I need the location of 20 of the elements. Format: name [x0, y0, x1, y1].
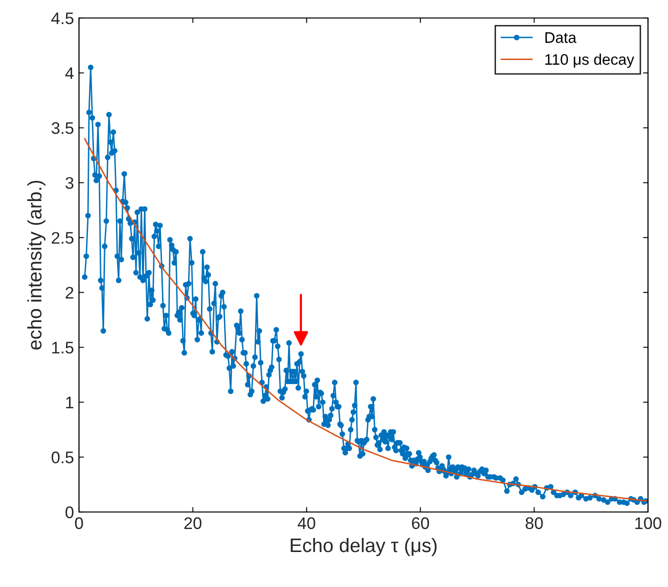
- x-tick-label: 20: [184, 517, 202, 530]
- x-tick-label: 100: [635, 517, 662, 530]
- y-tick-label: 2: [66, 286, 74, 298]
- x-tick-label: 40: [298, 517, 316, 530]
- y-tick-label: 3: [66, 177, 74, 189]
- x-tick-label: 0: [75, 517, 83, 530]
- y-tick-label: 1.5: [52, 342, 74, 354]
- x-tick-label: 60: [412, 517, 430, 530]
- y-tick-label: 0: [66, 506, 74, 518]
- y-axis-title: echo intensity (arb.): [27, 180, 46, 350]
- y-tick-label: 1: [66, 396, 74, 408]
- y-tick-label: 3.5: [52, 122, 74, 134]
- x-axis-title: Echo delay τ (μs): [290, 538, 437, 556]
- y-tick-label: 0.5: [52, 452, 74, 464]
- legend-label: Data: [545, 32, 576, 43]
- y-tick-label: 4: [65, 67, 74, 79]
- y-tick-label: 4.5: [51, 12, 74, 24]
- y-tick-label: 2.5: [52, 232, 74, 244]
- legend-label: 110 μs decay: [545, 54, 634, 68]
- x-tick-label: 80: [526, 517, 543, 530]
